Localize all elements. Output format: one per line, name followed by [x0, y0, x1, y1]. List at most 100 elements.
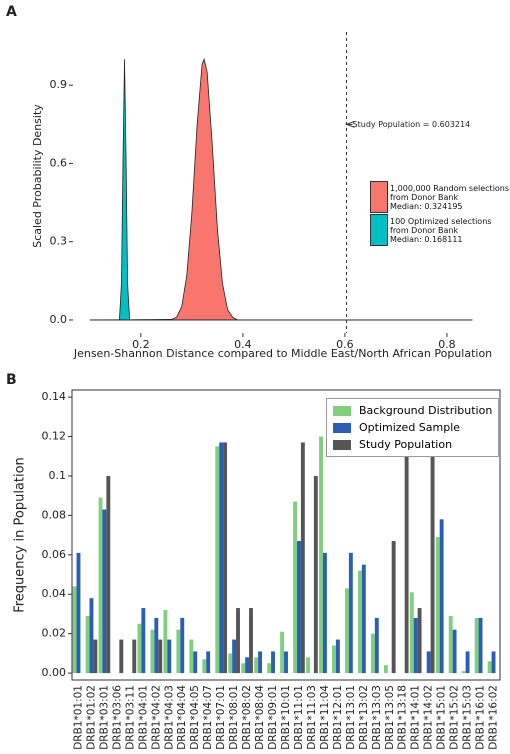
bar	[249, 608, 253, 674]
x-tick-label: DRB1*14:01	[410, 685, 422, 750]
bar	[141, 608, 146, 674]
bar	[228, 653, 233, 674]
bar	[154, 617, 159, 674]
bar	[465, 651, 470, 674]
panel-label: B	[6, 372, 17, 388]
legend-swatch	[370, 214, 388, 246]
y-tick-label: 0.0	[50, 313, 68, 326]
density-area	[89, 57, 473, 321]
bar	[374, 617, 379, 674]
bar	[284, 651, 288, 674]
bar	[280, 631, 285, 674]
bar	[98, 497, 103, 674]
bar	[72, 586, 77, 674]
bar	[306, 657, 310, 674]
bar	[361, 564, 366, 674]
x-tick-label: DRB1*03:11	[124, 685, 136, 750]
bar	[106, 475, 111, 674]
x-tick-label: DRB1*11:03	[306, 685, 318, 750]
bar	[163, 610, 168, 674]
x-tick-label: DRB1*04:03	[163, 685, 175, 750]
bar	[254, 657, 259, 674]
bar	[491, 651, 496, 674]
y-tick-label: 0.08	[42, 508, 67, 521]
x-tick-label: DRB1*16:02	[488, 685, 500, 750]
bar	[119, 639, 124, 674]
x-tick-label: DRB1*13:05	[384, 685, 396, 750]
bar	[370, 633, 375, 674]
bar	[245, 657, 250, 674]
x-tick-label: 0.4	[234, 338, 252, 351]
bar	[271, 651, 275, 674]
bar	[348, 552, 353, 674]
bar	[158, 639, 163, 674]
legend-entry: Study Population	[333, 436, 492, 453]
x-tick-label: DRB1*01:02	[85, 685, 97, 750]
bar	[232, 639, 237, 674]
legend-label: 1,000,000 Random selections from Donor B…	[390, 183, 510, 211]
bar	[189, 639, 194, 674]
bar	[206, 651, 211, 674]
x-tick-label: 0.2	[132, 338, 150, 351]
x-tick-label: DRB1*01:01	[72, 685, 84, 750]
x-tick-label: 0.8	[438, 338, 456, 351]
x-tick-label: DRB1*04:05	[189, 685, 201, 750]
x-tick-label: DRB1*14:02	[423, 685, 435, 750]
bar	[383, 665, 388, 674]
y-tick-label: 0.02	[42, 627, 67, 640]
y-tick-label: 0.00	[42, 666, 67, 679]
x-tick-label: DRB1*04:01	[137, 685, 149, 750]
bar	[132, 639, 137, 674]
bar	[137, 623, 142, 674]
x-tick-label: DRB1*10:01	[280, 685, 292, 750]
y-tick-label: 0.14	[42, 390, 67, 403]
bar	[193, 651, 198, 674]
x-tick-label: DRB1*13:18	[397, 685, 409, 750]
bar	[487, 661, 492, 674]
x-tick-label: DRB1*11:04	[319, 685, 331, 750]
x-tick-label: DRB1*15:02	[449, 685, 461, 750]
bar	[219, 442, 224, 674]
x-tick-label: DRB1*15:01	[436, 685, 448, 750]
bar	[430, 410, 435, 674]
y-tick-label: 0.1	[49, 469, 67, 482]
x-tick-label: DRB1*13:01	[345, 685, 357, 750]
bar	[267, 663, 272, 674]
x-tick-label: DRB1*12:01	[332, 685, 344, 750]
bar	[391, 541, 396, 674]
x-tick-label: DRB1*15:03	[462, 685, 474, 750]
legend-label: Background Distribution	[359, 404, 493, 417]
bar	[167, 639, 172, 674]
y-tick-label: 0.6	[50, 156, 68, 169]
bar	[452, 629, 457, 674]
plot-frame	[71, 389, 501, 681]
x-tick-label: DRB1*03:06	[111, 685, 123, 750]
y-tick-label: 0.06	[42, 548, 67, 561]
legend-swatch	[333, 405, 351, 416]
y-tick-label: 0.12	[42, 430, 67, 443]
x-tick-label: DRB1*09:01	[267, 685, 279, 750]
legend-entry: Optimized Sample	[333, 419, 492, 436]
bar	[76, 552, 81, 674]
bar	[417, 608, 422, 674]
x-tick-label: DRB1*04:02	[150, 685, 162, 750]
legend-entry: 100 Optimized selections from Donor Bank…	[370, 214, 509, 246]
bar	[297, 541, 301, 674]
y-tick-label: 0.3	[50, 235, 68, 248]
legend-swatch	[333, 422, 351, 433]
x-tick-label: DRB1*16:01	[475, 685, 487, 750]
x-tick-label: DRB1*07:01	[215, 685, 227, 750]
bar	[102, 509, 107, 674]
panel-label: A	[6, 4, 17, 20]
annotation: Study Population = 0.603214	[353, 120, 471, 129]
bar	[332, 645, 336, 674]
bar	[322, 552, 327, 674]
bar	[461, 671, 466, 674]
bar	[258, 651, 263, 674]
bar	[319, 436, 323, 674]
bar	[478, 617, 483, 674]
legend-label: Study Population	[359, 438, 453, 451]
bar	[404, 410, 409, 674]
